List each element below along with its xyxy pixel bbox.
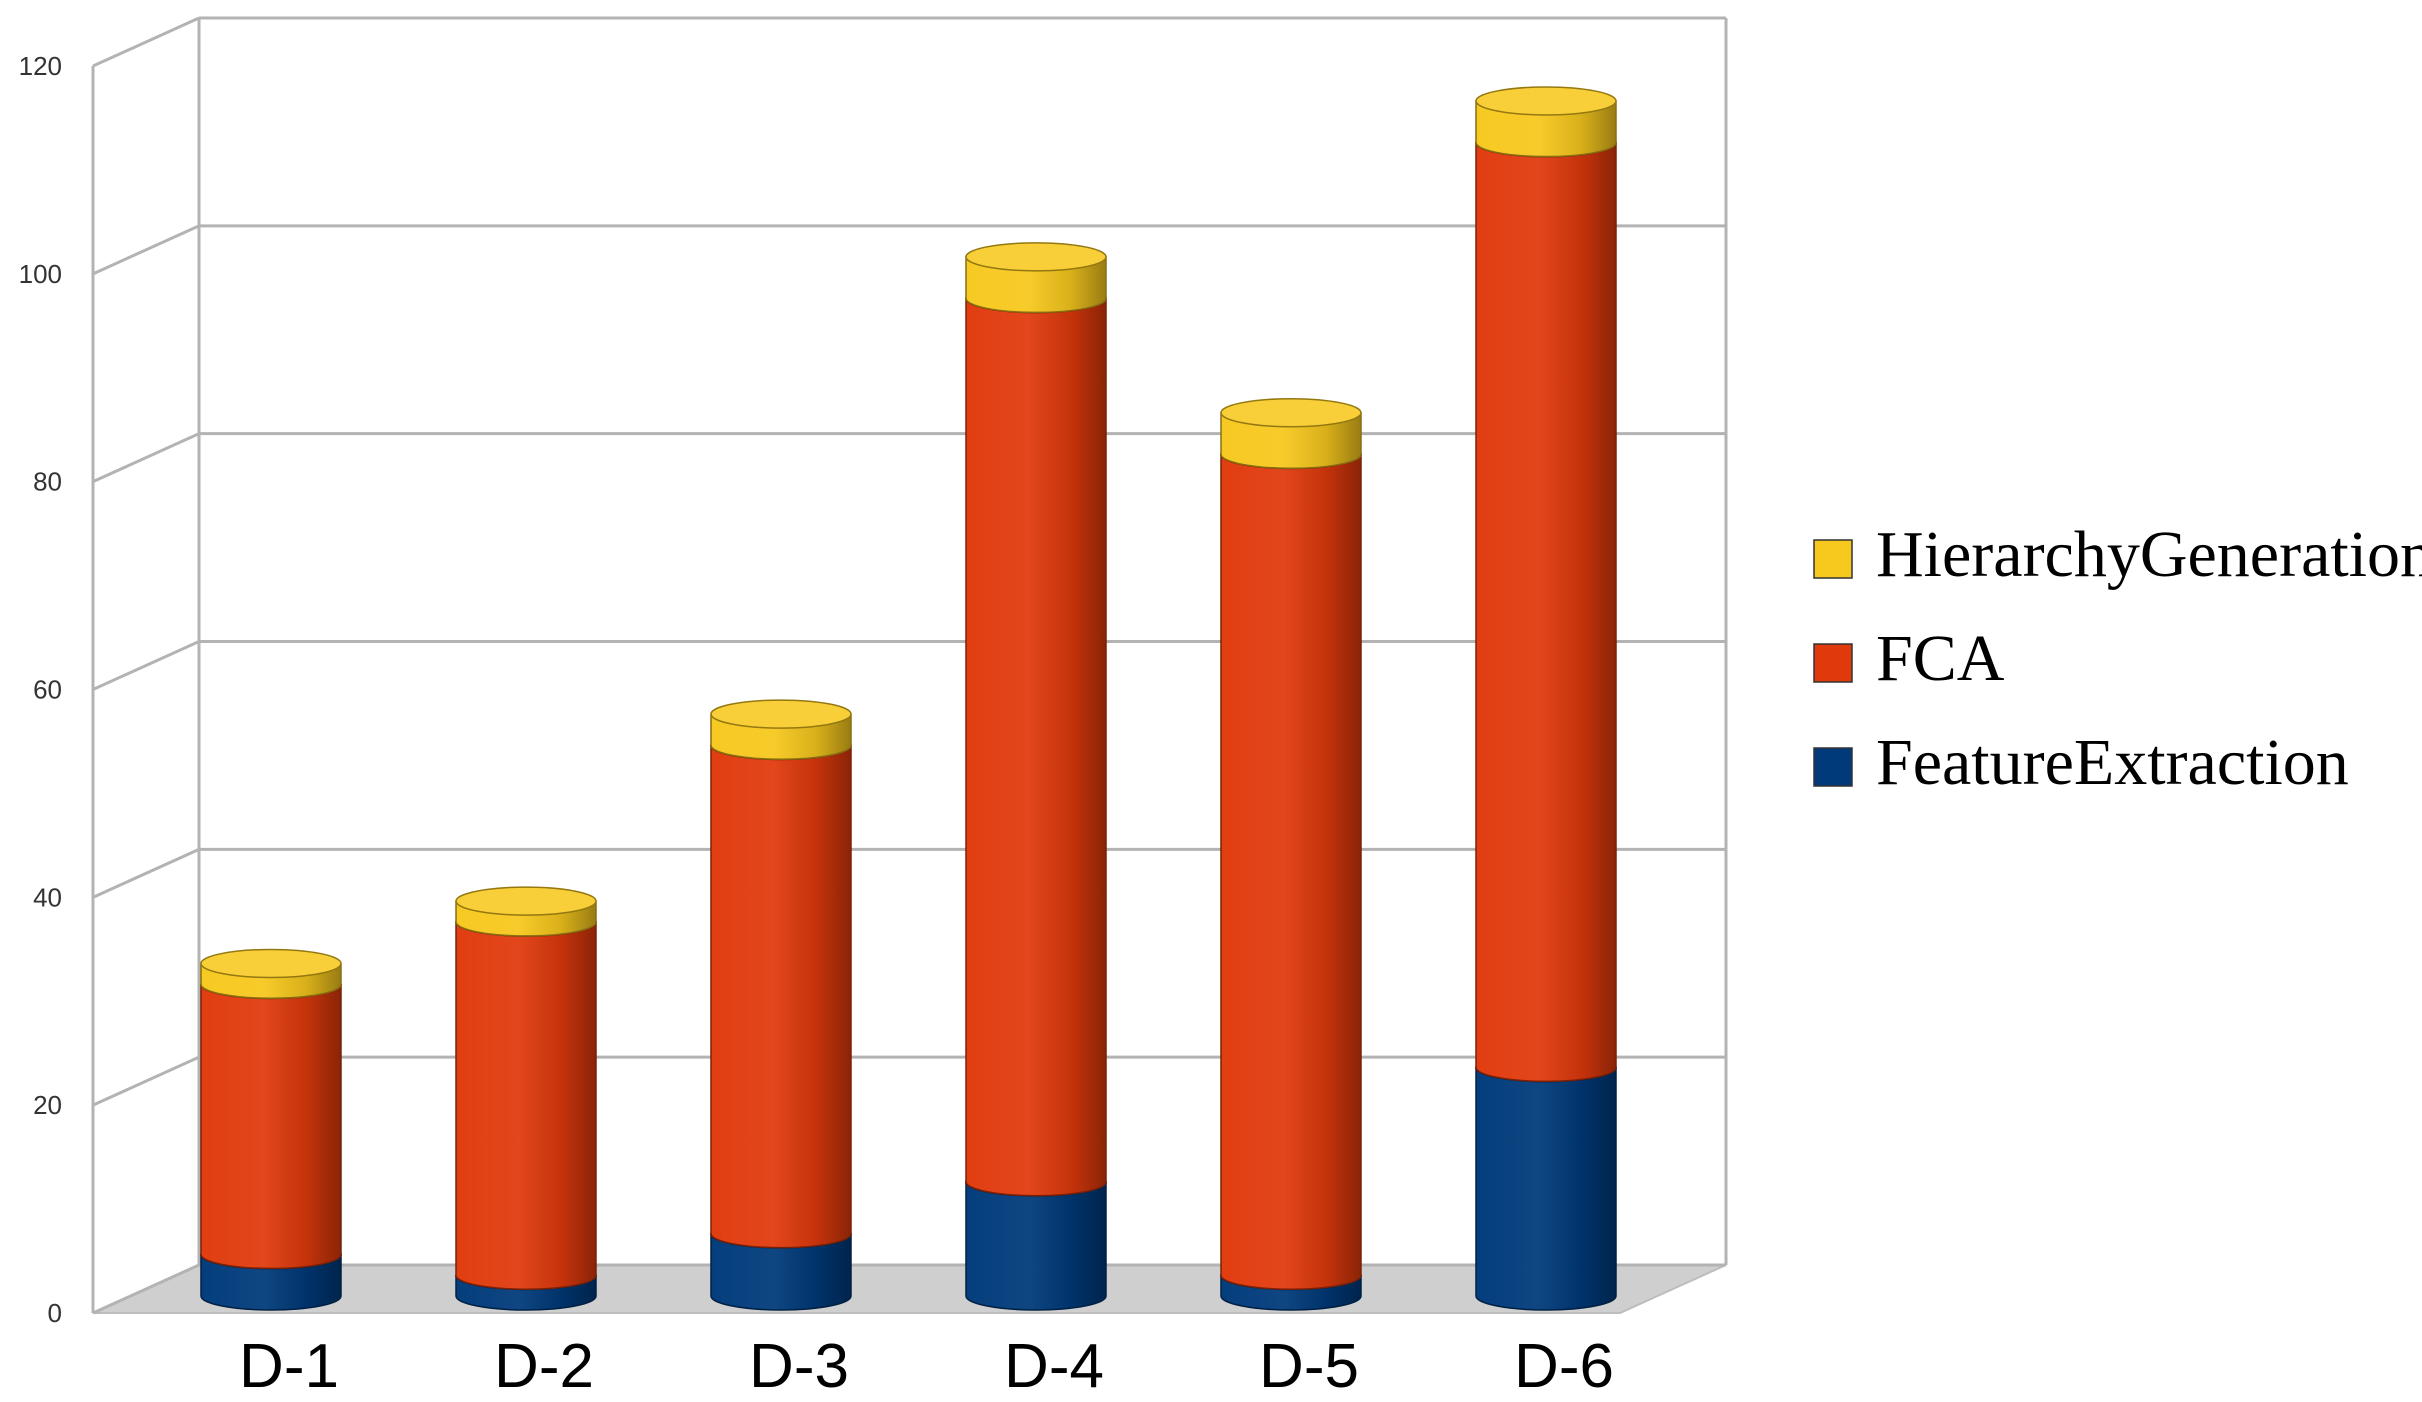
bars	[200, 86, 1617, 1311]
bar-segment-FCA	[710, 744, 852, 1249]
bar-top-cap	[1475, 86, 1617, 116]
legend-swatch	[1813, 747, 1853, 787]
bar-segment-FeatureExtraction	[710, 1232, 852, 1311]
x-tick-label: D-3	[749, 1332, 849, 1401]
legend-item: FeatureExtraction	[1813, 726, 2349, 799]
y-axis-ticks: 0 20 40 60 80 100 120	[19, 51, 62, 1328]
x-axis-labels: D-1 D-2 D-3 D-4 D-5 D-6	[239, 1332, 1614, 1401]
x-tick-label: D-2	[494, 1332, 594, 1401]
bar-top-cap	[1220, 397, 1362, 428]
bar-segment-HierarchyGeneration	[965, 256, 1107, 314]
bar-top-cap	[710, 699, 852, 729]
bar-segment-FCA	[455, 921, 597, 1290]
x-tick-label: D-5	[1259, 1332, 1359, 1401]
bar-top-cap	[455, 886, 597, 916]
bar-stack	[455, 886, 597, 1311]
bar-segment-FCA	[965, 297, 1107, 1197]
gridline-diagonal	[92, 432, 200, 484]
gridline-diagonal	[92, 847, 200, 899]
legend-label: FCA	[1876, 622, 2005, 695]
gridline-diagonal	[92, 640, 200, 691]
bar-stack	[1475, 86, 1617, 1311]
y-tick-label: 40	[33, 882, 62, 912]
x-tick-label: D-1	[239, 1332, 339, 1401]
bar-segment-FCA	[200, 983, 342, 1270]
bar-segment-FeatureExtraction	[200, 1253, 342, 1311]
y-tick-label: 100	[19, 259, 62, 289]
bar-segment-HierarchyGeneration	[1220, 411, 1362, 470]
y-tick-label: 60	[33, 675, 62, 705]
gridline-diagonal	[92, 1263, 200, 1315]
legend-item: HierarchyGeneration	[1813, 518, 2422, 591]
bar-stack	[200, 948, 342, 1311]
legend-label: FeatureExtraction	[1876, 726, 2349, 799]
x-tick-label: D-6	[1514, 1332, 1614, 1401]
gridline-diagonal	[92, 1055, 200, 1107]
legend-item: FCA	[1813, 622, 2005, 695]
bar-stack	[710, 699, 852, 1311]
legend-swatch	[1813, 643, 1853, 683]
y-tick-label: 80	[33, 467, 62, 497]
gridline-diagonal	[92, 16, 200, 68]
gridlines	[92, 16, 1726, 1315]
bar-stack	[965, 242, 1107, 1311]
bar-top-cap	[965, 242, 1107, 272]
bar-segment-FCA	[1475, 141, 1617, 1083]
bar-segment-FeatureExtraction	[1475, 1066, 1617, 1311]
x-tick-label: D-4	[1004, 1332, 1104, 1401]
y-tick-label: 20	[33, 1090, 62, 1120]
bar-stack	[1220, 397, 1362, 1311]
y-tick-label: 120	[19, 51, 62, 81]
legend: HierarchyGeneration FCA FeatureExtraction	[1813, 518, 2422, 799]
bar-top-cap	[200, 948, 342, 979]
y-tick-label: 0	[48, 1298, 62, 1328]
gridline-diagonal	[92, 224, 200, 276]
bar-segment-FeatureExtraction	[965, 1180, 1107, 1311]
bar-segment-HierarchyGeneration	[1475, 100, 1617, 158]
bar-segment-FCA	[1220, 453, 1362, 1290]
legend-label: HierarchyGeneration	[1876, 518, 2422, 591]
legend-swatch	[1813, 539, 1853, 579]
